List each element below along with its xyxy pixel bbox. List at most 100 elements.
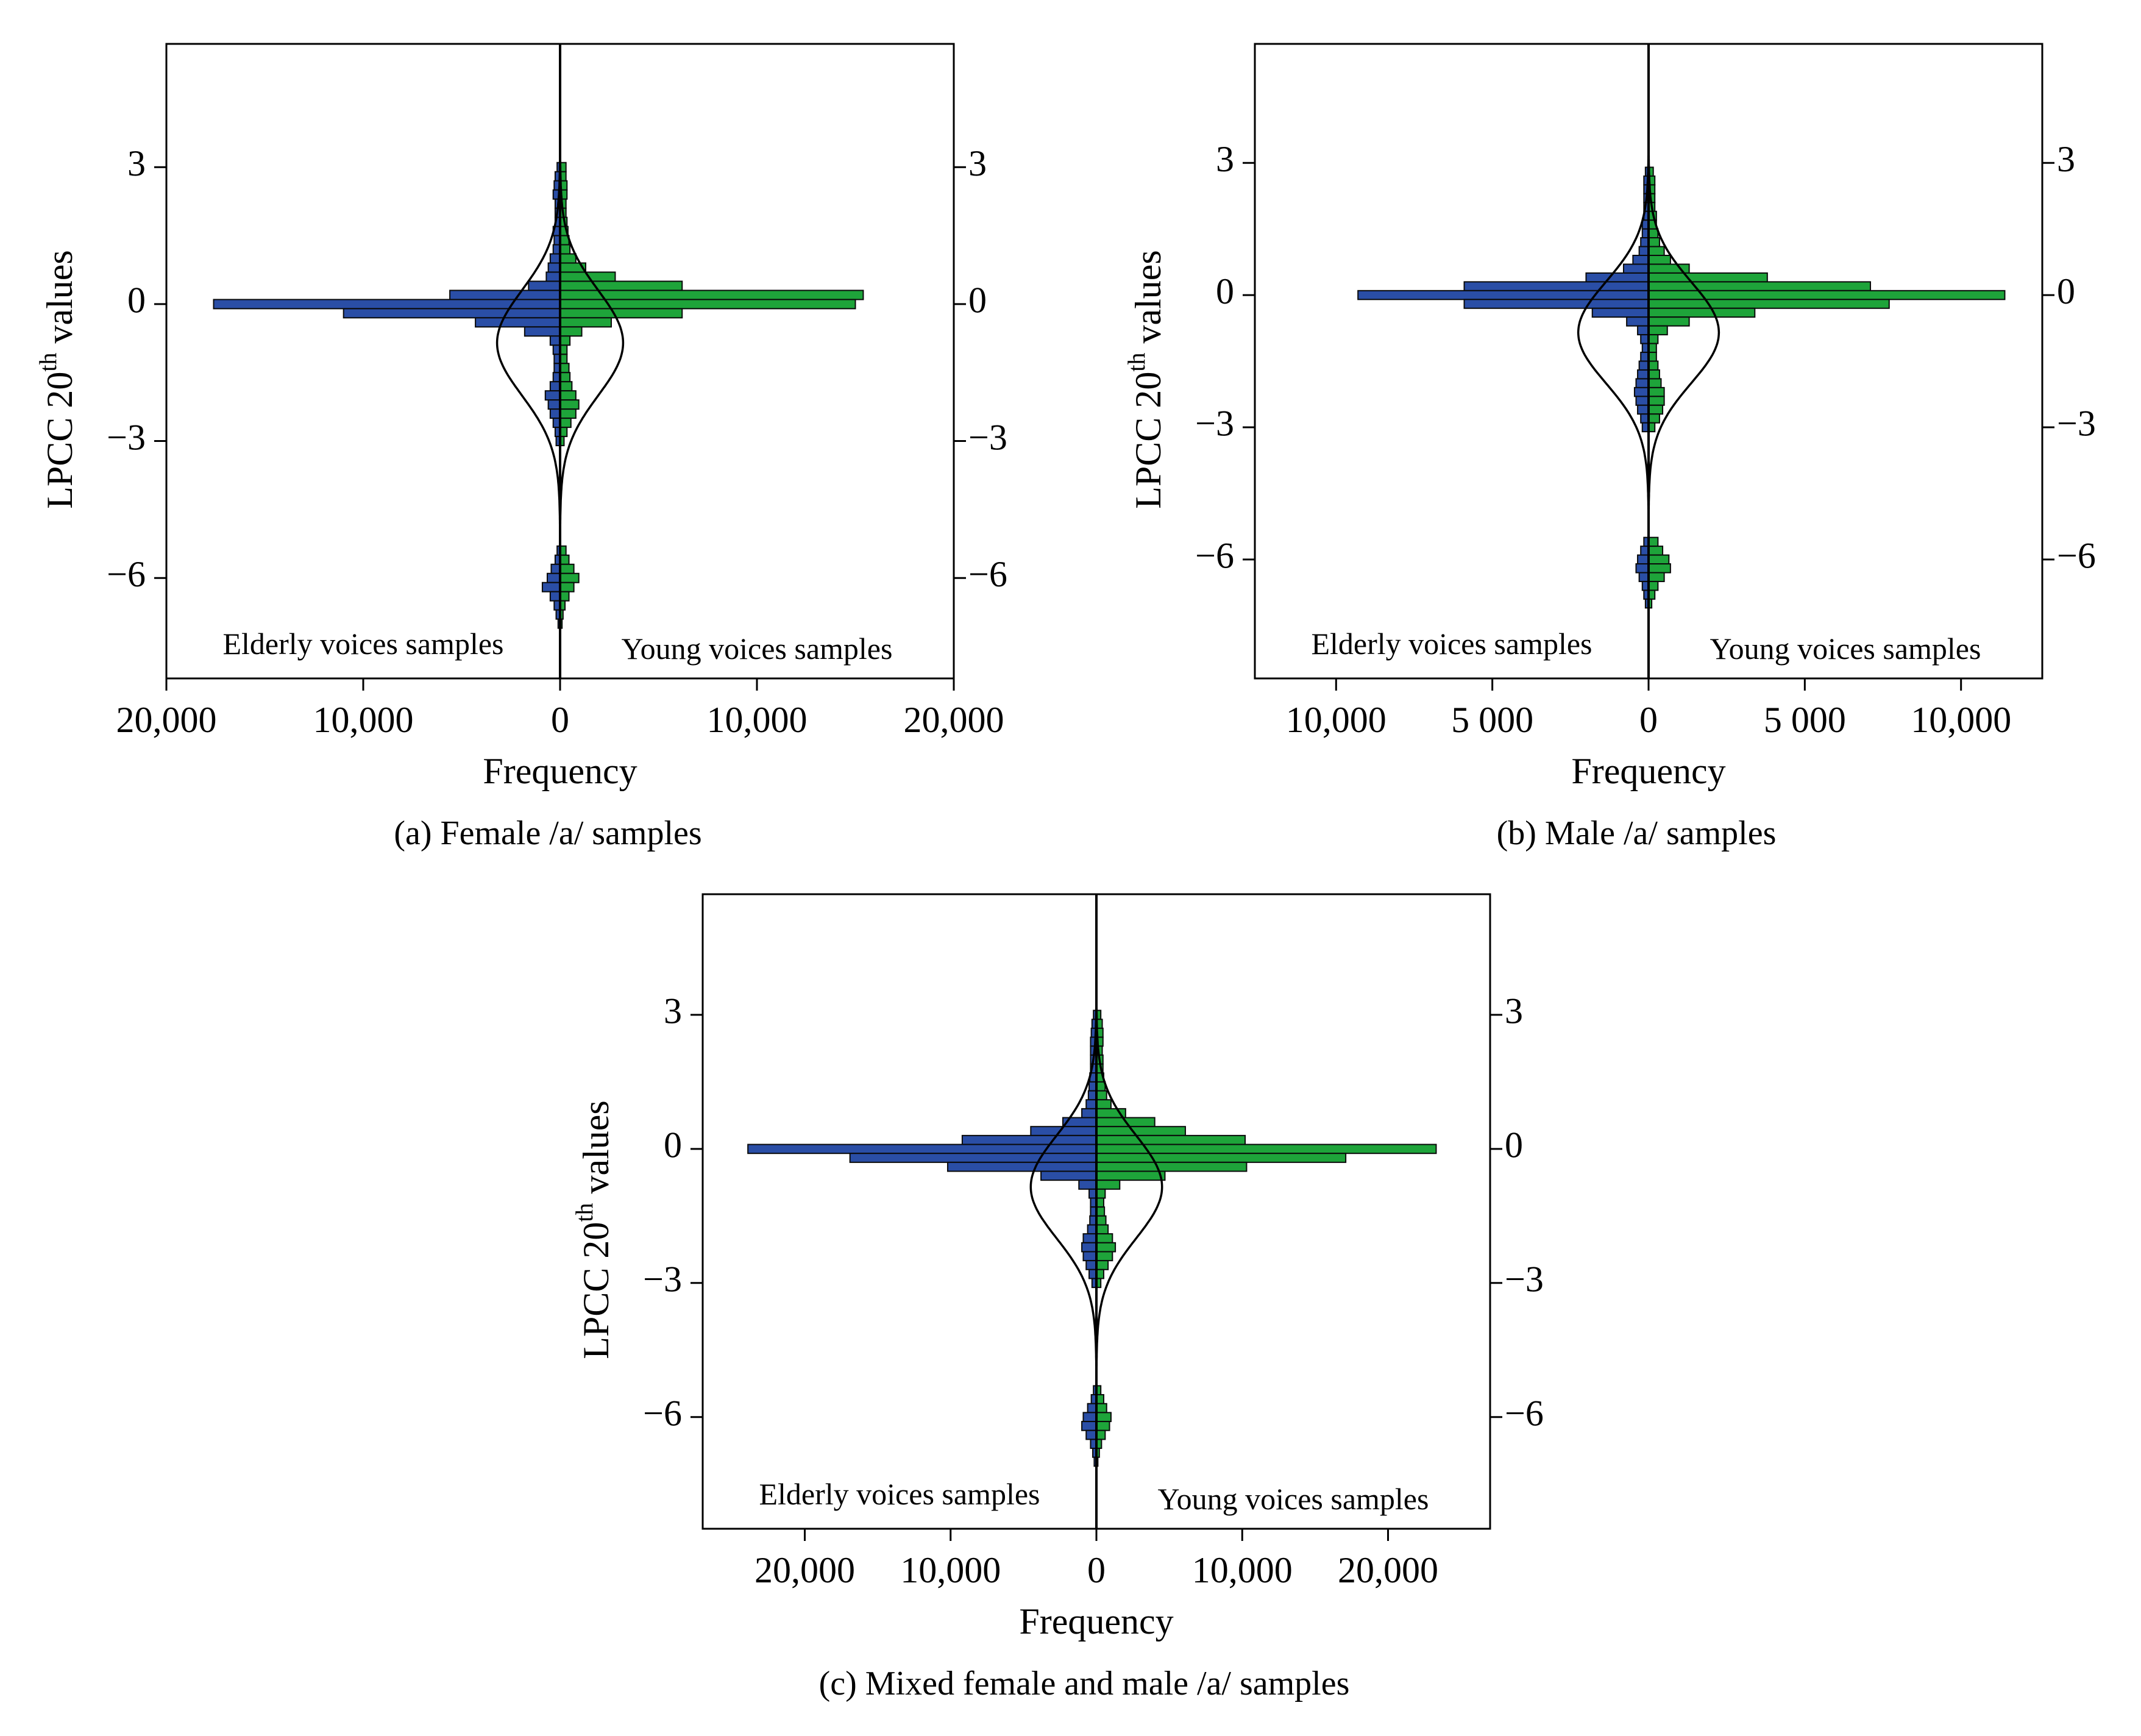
y-tick-label: −3 — [1505, 1259, 1544, 1300]
x-tick-label: 10,000 — [900, 1550, 1001, 1590]
y-tick-label: 3 — [664, 991, 682, 1031]
young-histogram-bar — [1648, 325, 1668, 336]
y-tick-label: 0 — [1216, 271, 1234, 311]
elderly-histogram-bar — [961, 1134, 1097, 1145]
elderly-histogram-bar — [1638, 246, 1650, 257]
elderly-histogram-bar — [524, 326, 561, 337]
young-histogram-bar — [1648, 554, 1670, 565]
elderly-histogram-bar — [1635, 378, 1649, 388]
elderly-histogram-bar — [1637, 404, 1650, 415]
y-tick-label: −6 — [1195, 536, 1234, 576]
left-y-axis: 3 0 −3 −6 — [107, 143, 146, 594]
young-histogram-bar — [559, 591, 570, 602]
elderly-histogram-bar — [549, 591, 561, 602]
elderly-histogram-bar — [1591, 307, 1649, 318]
elderly-histogram-bar — [549, 335, 561, 346]
young-histogram-bar — [1096, 1153, 1347, 1163]
elderly-histogram-bar — [1638, 572, 1650, 582]
young-histogram-bar — [1648, 386, 1665, 397]
y-axis-title: LPCC 20th values — [570, 1100, 616, 1359]
x-tick-label: 20,000 — [116, 700, 217, 740]
x-axis-title: Frequency — [483, 751, 637, 791]
young-histogram-bar — [559, 317, 612, 328]
young-series-label: Young voices samples — [1158, 1482, 1429, 1516]
elderly-histogram-bar — [1040, 1170, 1097, 1181]
young-histogram-bar — [1648, 572, 1665, 582]
young-histogram-bar — [1096, 1170, 1166, 1181]
young-histogram-bar — [1648, 237, 1660, 247]
young-histogram-bar — [1648, 396, 1665, 406]
elderly-histogram-bar — [1082, 1233, 1097, 1243]
elderly-histogram-bar — [547, 262, 561, 273]
elderly-histogram-bar — [545, 271, 561, 282]
young-histogram-bar — [1096, 1090, 1107, 1101]
y-title-tail: values — [40, 250, 80, 352]
x-tick-label: 5 000 — [1764, 700, 1846, 740]
panel-mixed: 3 0 −3 −6 3 0 −3 −6 20,000 10,000 0 10,0… — [570, 893, 1544, 1702]
elderly-histogram-bar — [1087, 1403, 1098, 1414]
x-tick-label: 10,000 — [1911, 700, 2011, 740]
young-histogram-bar — [1096, 1224, 1109, 1235]
y-tick-label: −6 — [1505, 1393, 1544, 1433]
panel-caption: (b) Male /a/ samples — [1497, 814, 1777, 852]
young-histogram-bar — [1096, 1242, 1117, 1253]
young-histogram-bar — [1096, 1233, 1113, 1243]
young-histogram-bar — [1648, 307, 1756, 318]
young-histogram-bar — [559, 299, 856, 310]
young-histogram-bar — [1648, 563, 1671, 574]
elderly-histogram-bar — [1632, 255, 1650, 265]
elderly-series-label: Elderly voices samples — [223, 627, 504, 661]
young-histogram-bar — [1096, 1126, 1186, 1136]
y-title-main: LPCC 20 — [1128, 372, 1168, 509]
y-tick-label: −6 — [2057, 536, 2096, 576]
young-histogram-bar — [1648, 281, 1872, 291]
elderly-histogram-bar — [1085, 1429, 1097, 1440]
x-tick-label: 10,000 — [1286, 700, 1387, 740]
young-histogram-bar — [1096, 1260, 1109, 1270]
young-histogram-bar — [1096, 1161, 1248, 1172]
young-histogram-bar — [1096, 1134, 1246, 1145]
y-tick-label: 3 — [1216, 139, 1234, 179]
elderly-histogram-bar — [1082, 1412, 1097, 1423]
elderly-histogram-bar — [1085, 1099, 1097, 1109]
x-tick-label: 20,000 — [1338, 1550, 1438, 1590]
x-tick-label: 10,000 — [707, 700, 808, 740]
x-tick-label: 20,000 — [904, 700, 1004, 740]
young-histogram-bar — [1648, 546, 1664, 556]
elderly-histogram-bar — [1626, 316, 1650, 327]
elderly-histogram-bar — [541, 582, 561, 592]
young-series-label: Young voices samples — [1710, 631, 1981, 666]
elderly-histogram-bar — [1085, 1260, 1097, 1270]
histogram-bars — [213, 162, 864, 629]
y-title-tail: values — [576, 1100, 616, 1203]
young-histogram-bar — [1648, 360, 1659, 371]
y-tick-label: 0 — [1505, 1125, 1523, 1165]
young-histogram-bar — [1096, 1403, 1107, 1414]
young-histogram-bar — [1648, 404, 1664, 415]
elderly-histogram-bar — [1633, 386, 1649, 397]
x-axis-title: Frequency — [1571, 751, 1725, 791]
left-y-axis: 3 0 −3 −6 — [643, 991, 682, 1434]
histogram-bars — [747, 1009, 1437, 1467]
left-y-axis: 3 0 −3 −6 — [1195, 139, 1234, 576]
young-histogram-bar — [1096, 1251, 1113, 1262]
elderly-histogram-bar — [1081, 1108, 1097, 1119]
young-histogram-bar — [559, 372, 571, 383]
elderly-histogram-bar — [1622, 263, 1649, 274]
elderly-histogram-bar — [549, 253, 561, 264]
x-axis: 20,000 10,000 0 10,000 20,000 — [116, 700, 1004, 740]
young-histogram-bar — [1096, 1081, 1106, 1092]
y-title-main: LPCC 20 — [40, 372, 80, 509]
elderly-histogram-bar — [1635, 563, 1649, 574]
elderly-histogram-bar — [449, 290, 561, 301]
elderly-histogram-bar — [1637, 325, 1650, 336]
histogram-bars — [1357, 166, 2006, 609]
young-histogram-bar — [559, 399, 580, 410]
young-histogram-bar — [559, 308, 683, 319]
young-histogram-bar — [559, 572, 580, 583]
elderly-histogram-bar — [549, 381, 561, 392]
young-histogram-bar — [559, 280, 683, 291]
elderly-histogram-bar — [1357, 290, 1649, 301]
young-histogram-bar — [1648, 316, 1690, 327]
y-tick-label: −6 — [643, 1393, 682, 1433]
